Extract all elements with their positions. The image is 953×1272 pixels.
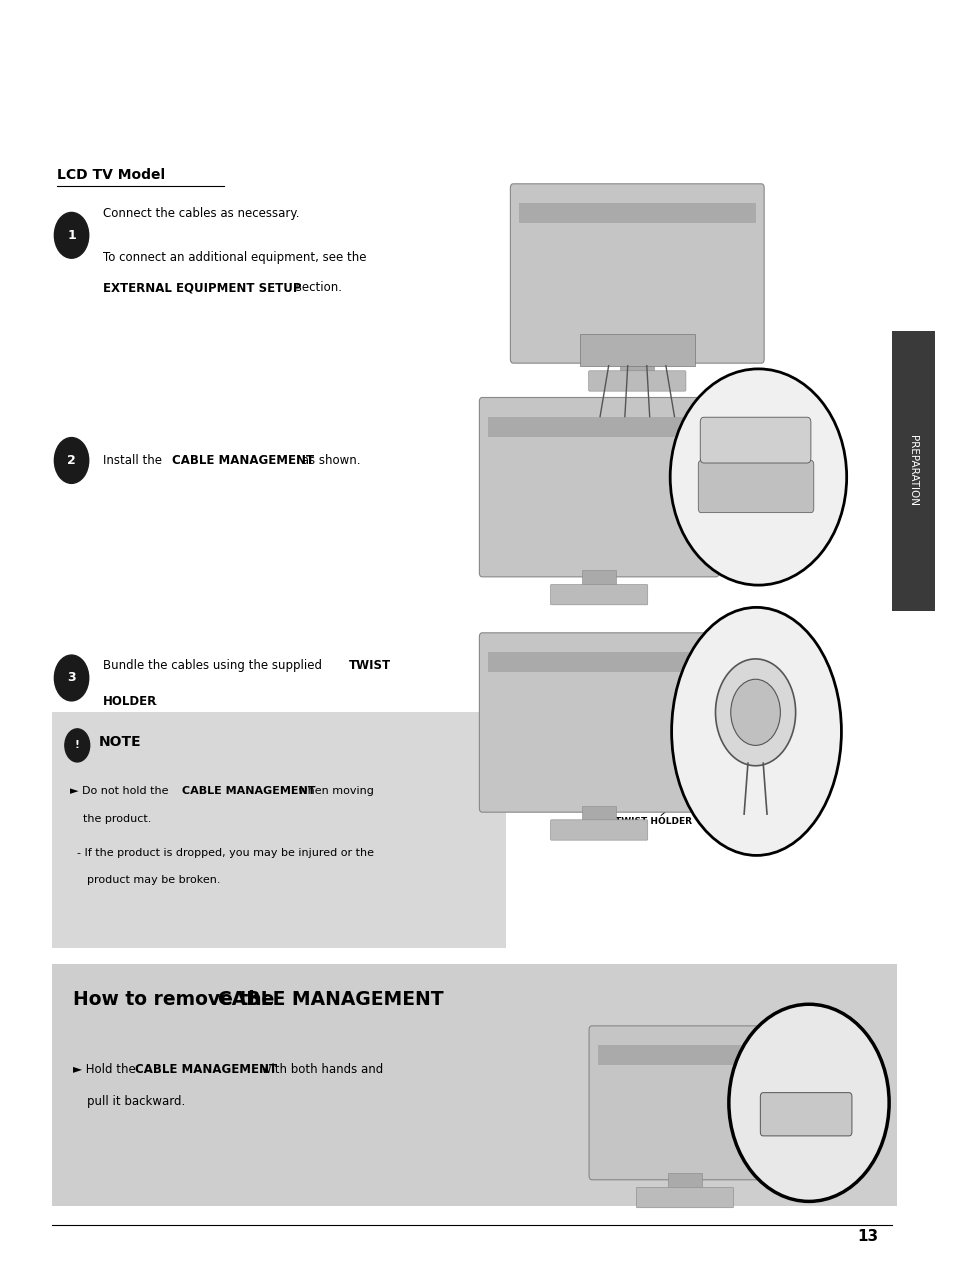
FancyBboxPatch shape (700, 417, 810, 463)
Text: EXTERNAL EQUIPMENT SETUP: EXTERNAL EQUIPMENT SETUP (103, 281, 301, 294)
Text: To connect an additional equipment, see the: To connect an additional equipment, see … (103, 251, 366, 263)
FancyBboxPatch shape (518, 202, 755, 223)
FancyBboxPatch shape (479, 397, 719, 576)
FancyBboxPatch shape (550, 820, 647, 841)
Circle shape (54, 655, 89, 701)
FancyBboxPatch shape (891, 331, 934, 611)
FancyBboxPatch shape (479, 633, 719, 813)
Circle shape (54, 438, 89, 483)
FancyBboxPatch shape (588, 371, 685, 392)
FancyBboxPatch shape (588, 1025, 780, 1180)
Text: How to remove the: How to remove the (73, 990, 281, 1009)
FancyBboxPatch shape (636, 1188, 733, 1208)
Text: when moving: when moving (294, 786, 374, 796)
Text: section.: section. (292, 281, 341, 294)
Text: 3: 3 (67, 672, 76, 684)
FancyBboxPatch shape (510, 183, 763, 364)
Circle shape (730, 679, 780, 745)
Text: HOLDER: HOLDER (103, 695, 157, 707)
Text: with both hands and: with both hands and (257, 1063, 382, 1076)
Text: TWIST HOLDER: TWIST HOLDER (615, 817, 691, 826)
Text: CABLE MANAGEMENT: CABLE MANAGEMENT (551, 557, 659, 566)
Text: PREPARATION: PREPARATION (907, 435, 918, 506)
Circle shape (65, 729, 90, 762)
Text: Bundle the cables using the supplied: Bundle the cables using the supplied (103, 659, 325, 672)
FancyBboxPatch shape (579, 333, 694, 365)
Text: - If the product is dropped, you may be injured or the: - If the product is dropped, you may be … (77, 848, 374, 859)
FancyBboxPatch shape (52, 712, 505, 948)
Text: 2: 2 (67, 454, 76, 467)
Ellipse shape (728, 1005, 888, 1201)
FancyBboxPatch shape (760, 1093, 851, 1136)
Text: CABLE MANAGEMENT: CABLE MANAGEMENT (135, 1063, 277, 1076)
FancyBboxPatch shape (581, 570, 616, 588)
Text: TWIST: TWIST (349, 659, 391, 672)
Text: CABLE MANAGEMENT: CABLE MANAGEMENT (182, 786, 315, 796)
Circle shape (54, 212, 89, 258)
Ellipse shape (669, 369, 846, 585)
Text: 1: 1 (67, 229, 76, 242)
FancyBboxPatch shape (488, 651, 709, 672)
Text: product may be broken.: product may be broken. (87, 875, 220, 885)
Text: NOTE: NOTE (98, 734, 141, 749)
FancyBboxPatch shape (52, 964, 896, 1206)
Text: CABLE MANAGEMENT: CABLE MANAGEMENT (172, 454, 314, 467)
Text: !: ! (74, 740, 80, 750)
FancyBboxPatch shape (488, 417, 709, 438)
Text: ► Do not hold the: ► Do not hold the (70, 786, 172, 796)
Text: ► Hold the: ► Hold the (73, 1063, 140, 1076)
Ellipse shape (671, 607, 841, 855)
Text: Install the: Install the (103, 454, 166, 467)
Text: CABLE MANAGEMENT: CABLE MANAGEMENT (218, 990, 444, 1009)
Circle shape (715, 659, 795, 766)
FancyBboxPatch shape (619, 356, 654, 374)
FancyBboxPatch shape (581, 806, 616, 824)
Text: 13: 13 (857, 1229, 878, 1244)
Text: LCD TV Model: LCD TV Model (57, 168, 165, 182)
Text: pull it backward.: pull it backward. (87, 1095, 185, 1108)
FancyBboxPatch shape (550, 585, 647, 605)
Text: the product.: the product. (83, 814, 152, 824)
FancyBboxPatch shape (597, 1046, 771, 1065)
FancyBboxPatch shape (698, 460, 813, 513)
Text: .: . (153, 695, 157, 707)
Text: Connect the cables as necessary.: Connect the cables as necessary. (103, 207, 299, 220)
Text: as shown.: as shown. (297, 454, 360, 467)
FancyBboxPatch shape (667, 1173, 701, 1191)
